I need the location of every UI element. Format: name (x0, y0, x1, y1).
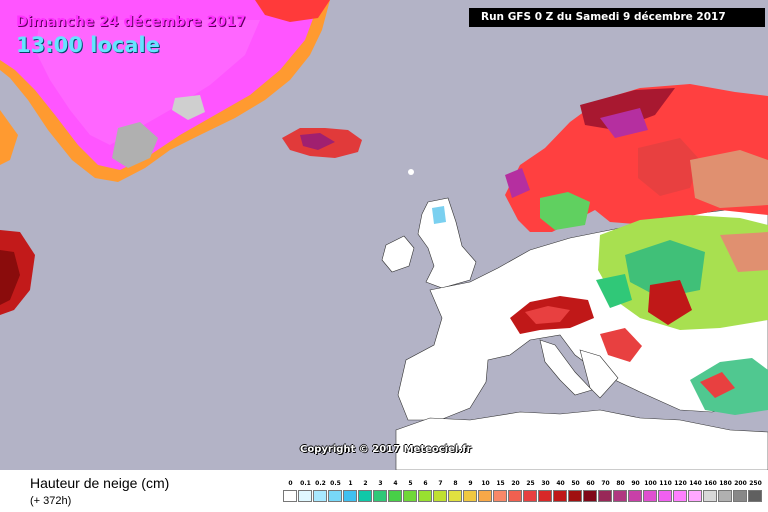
legend-label: 30 (541, 480, 550, 487)
legend-swatch (448, 490, 462, 502)
legend-label: 180 (719, 480, 732, 487)
legend-label: 9 (468, 480, 473, 487)
legend-label: 40 (556, 480, 565, 487)
legend-label: 7 (438, 480, 443, 487)
legend-label: 160 (704, 480, 717, 487)
legend-label: 90 (631, 480, 640, 487)
legend-swatch (628, 490, 642, 502)
legend-label: 2 (363, 480, 368, 487)
legend-label: 8 (453, 480, 458, 487)
faroe (408, 169, 414, 175)
ireland (381, 235, 415, 273)
legend-swatch (553, 490, 567, 502)
legend-title: Hauteur de neige (cm) (30, 475, 170, 491)
legend-swatch (568, 490, 582, 502)
turkey-snow (690, 358, 768, 415)
legend-swatch (733, 490, 747, 502)
legend-swatch (703, 490, 717, 502)
legend-swatch (523, 490, 537, 502)
legend-label: 70 (601, 480, 610, 487)
legend-swatch (463, 490, 477, 502)
legend-label: 50 (571, 480, 580, 487)
legend-label: 0.5 (330, 480, 341, 487)
legend-swatch (613, 490, 627, 502)
legend-swatch (748, 490, 762, 502)
legend-swatch (598, 490, 612, 502)
legend-label: 60 (586, 480, 595, 487)
forecast-time: 13:00 locale (16, 33, 160, 57)
great-britain (417, 197, 477, 289)
legend-swatch (688, 490, 702, 502)
legend-swatch (403, 490, 417, 502)
alps-snow (510, 296, 594, 334)
forecast-offset: (+ 372h) (30, 495, 72, 507)
legend-label: 120 (674, 480, 687, 487)
legend-swatch (358, 490, 372, 502)
legend-label: 250 (749, 480, 762, 487)
legend-label: 15 (496, 480, 505, 487)
balkans-snow (600, 328, 642, 362)
legend-label: 5 (408, 480, 413, 487)
legend-label: 140 (689, 480, 702, 487)
legend-swatch (313, 490, 327, 502)
legend-swatch (583, 490, 597, 502)
legend-label: 200 (734, 480, 747, 487)
legend-label: 6 (423, 480, 428, 487)
scandinavia (505, 84, 768, 232)
legend-label: 0.2 (315, 480, 326, 487)
forecast-date: Dimanche 24 décembre 2017 (16, 14, 246, 30)
legend-label: 20 (511, 480, 520, 487)
legend-label: 80 (616, 480, 625, 487)
snow-depth-map (0, 0, 768, 470)
legend-swatch (658, 490, 672, 502)
legend-label: 1 (348, 480, 353, 487)
legend-swatch (328, 490, 342, 502)
north-africa (395, 409, 768, 470)
legend-label: 10 (481, 480, 490, 487)
legend-swatch (508, 490, 522, 502)
legend-swatch (418, 490, 432, 502)
legend-label: 4 (393, 480, 398, 487)
legend-swatch (673, 490, 687, 502)
greenland (0, 0, 330, 182)
iceland (282, 128, 362, 158)
legend-label: 25 (526, 480, 535, 487)
legend-label: 0.1 (300, 480, 311, 487)
legend-swatch (283, 490, 297, 502)
legend-swatch (433, 490, 447, 502)
eastern-europe-snow (596, 215, 768, 330)
legend-swatch (478, 490, 492, 502)
legend-swatch (343, 490, 357, 502)
legend-swatch (373, 490, 387, 502)
legend-swatch (643, 490, 657, 502)
legend-swatch (298, 490, 312, 502)
legend-label: 110 (659, 480, 672, 487)
legend-swatch (718, 490, 732, 502)
legend-swatch (538, 490, 552, 502)
legend-label: 0 (288, 480, 293, 487)
legend-swatch (493, 490, 507, 502)
legend-label: 3 (378, 480, 383, 487)
legend-label: 100 (644, 480, 657, 487)
legend-swatch (388, 490, 402, 502)
model-run-label: Run GFS 0 Z du Samedi 9 décembre 2017 (469, 8, 765, 27)
copyright-notice: Copyright © 2017 Meteociel.fr (300, 444, 472, 455)
legend-footer: Hauteur de neige (cm) (+ 372h) 0 0.1 0.2 0.… (0, 470, 768, 512)
labrador (0, 230, 35, 315)
